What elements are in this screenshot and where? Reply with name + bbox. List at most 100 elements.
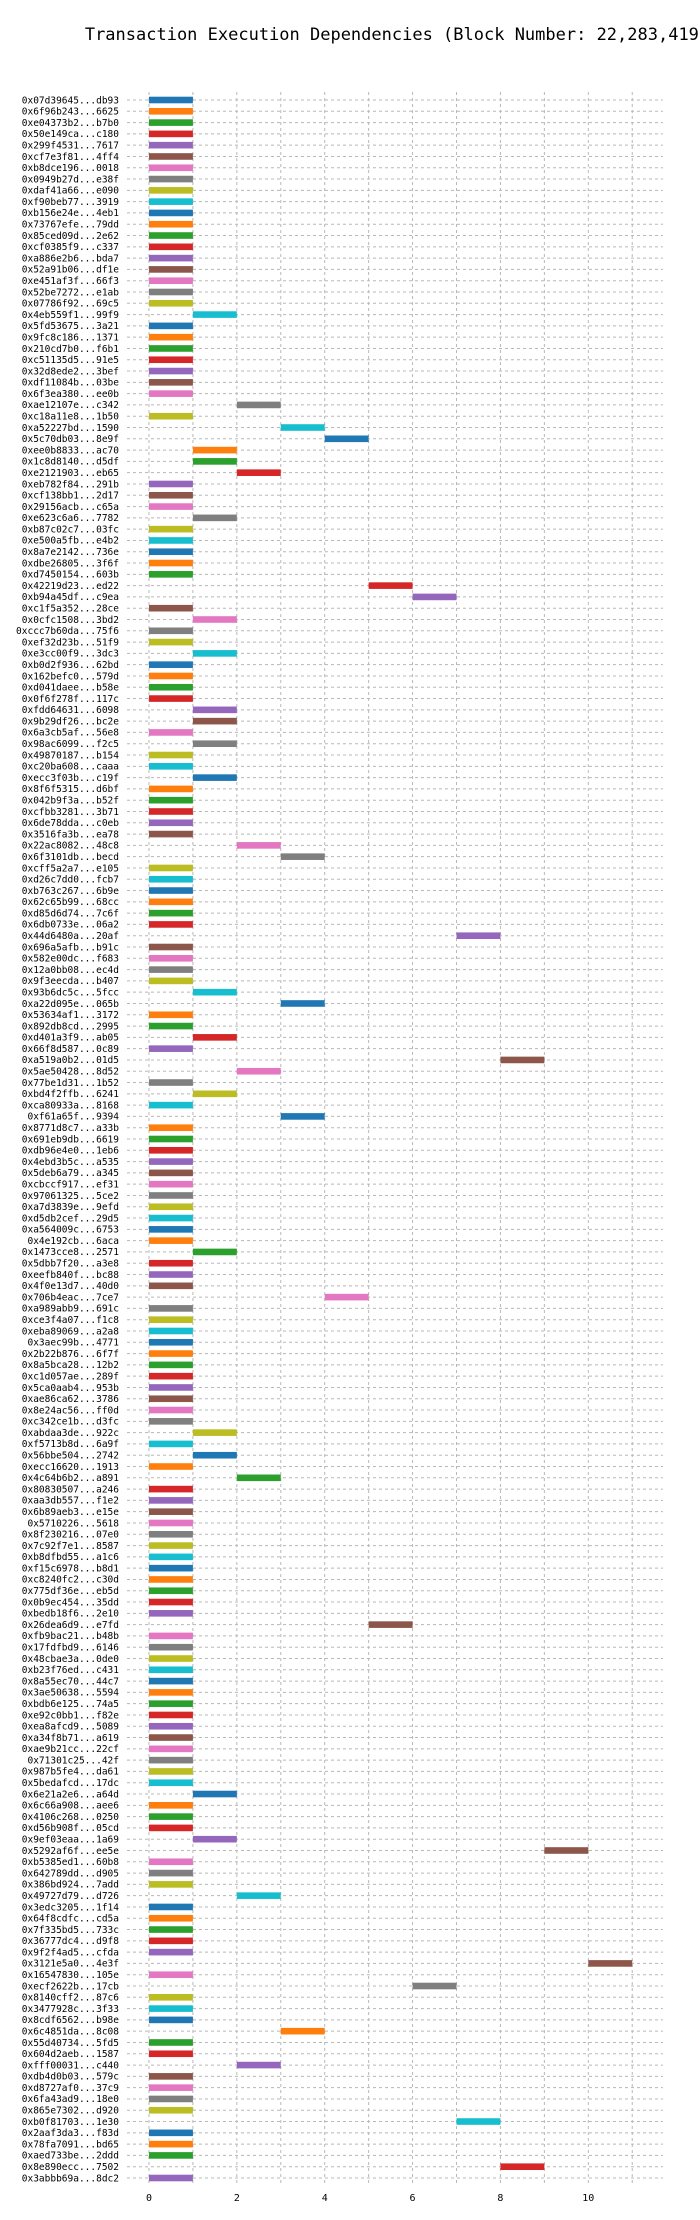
transaction-bar [148,2084,193,2091]
transaction-bar [148,909,193,917]
y-tick-label: 0xd041daee...b58e [22,683,120,694]
y-tick-label: 0x85ced09d...2e62 [22,231,119,242]
chart-title: Transaction Execution Dependencies (Bloc… [85,25,700,45]
y-tick-label: 0xa886e2b6...bda7 [22,253,119,264]
transaction-bar [192,650,237,657]
y-tick-label: 0x0cfc1508...3bd2 [22,615,119,626]
y-tick-label: 0x80830507...a246 [22,1484,120,1495]
transaction-bar [148,1226,193,1233]
y-tick-labels: 0x07d39645...db930x6f96b243...66250xe043… [16,95,119,2184]
y-tick-label: 0xb8dfbd55...a1c6 [22,1552,120,1563]
y-tick-label: 0x3edc3205...1f14 [22,1902,120,1913]
transaction-bar [148,672,193,680]
y-tick-label: 0xf15c6978...b8d1 [22,1563,120,1574]
transaction-bar [148,1994,193,2001]
transaction-bar [148,1553,193,1561]
transaction-bar [148,1802,193,1809]
y-tick-label: 0x6f96b243...6625 [22,107,119,118]
transaction-bar [148,2129,193,2137]
transaction-bar [148,2174,193,2182]
transaction-bar [148,2039,193,2046]
x-tick-label: 8 [497,2193,503,2204]
transaction-bar [148,943,193,951]
y-tick-label: 0xb763c267...6b9e [22,886,120,897]
y-tick-label: 0x3516fa3b...ea78 [22,829,120,840]
y-tick-label: 0x77be1d31...1b52 [22,1078,119,1089]
transaction-bar [148,1722,193,1730]
y-tick-label: 0x1c8d8140...d5df [22,457,119,468]
transaction-bar [412,1982,457,1990]
transaction-bar [148,1542,193,1549]
transaction-bar [192,988,237,996]
transaction-bar [148,1519,193,1527]
y-tick-label: 0xcf0385f9...c337 [22,242,119,253]
y-tick-label: 0xcf7e3f81...4ff4 [22,152,120,163]
transaction-bar [500,1056,545,1064]
y-tick-label: 0x93b6dc5c...5fcc [22,987,119,998]
y-tick-label: 0xa22d095e...065b [22,999,120,1010]
y-tick-label: 0xc51135d5...91e5 [22,355,119,366]
transaction-bar [148,1881,193,1888]
x-tick-label: 10 [582,2193,594,2204]
transaction-bar [368,1621,413,1628]
y-tick-label: 0xcf138bb1...2d17 [22,491,119,502]
transaction-bar [148,2073,193,2080]
transaction-bar [148,96,193,104]
y-tick-label: 0x210cd7b0...f6b1 [22,344,120,355]
transaction-bar [148,1734,193,1741]
transaction-bar [148,627,193,635]
y-tick-label: 0xb156e24e...4eb1 [22,208,120,219]
transaction-bar [148,1282,193,1290]
transaction-bar [148,1689,193,1696]
y-tick-label: 0xc18a11e8...1b50 [22,412,120,423]
transaction-bar [148,1463,193,1470]
transaction-bar [236,1892,281,1899]
transaction-bar [148,1971,193,1979]
y-tick-label: 0xc1f5a352...28ce [22,604,120,615]
transaction-bar [148,1497,193,1504]
y-tick-label: 0x8a55ec70...44c7 [22,1676,119,1687]
transaction-bar [148,130,193,138]
y-tick-label: 0xdbe26805...3f6f [22,558,119,569]
y-tick-label: 0x07786f92...69c5 [22,299,119,310]
y-tick-label: 0x6f3ea380...ee0b [22,389,120,400]
y-tick-label: 0xa989abb9...691c [22,1304,119,1315]
transaction-bar [148,503,193,510]
y-tick-label: 0x5292af6f...ee5e [22,1846,120,1857]
transaction-bar [148,175,193,183]
transaction-bar [412,593,457,601]
y-tick-label: 0x44d6480a...20af [22,931,119,942]
transaction-bar [148,1418,193,1425]
y-tick-label: 0x49870187...b154 [22,750,120,761]
y-tick-label: 0xd7450154...603b [22,570,120,581]
transaction-bar [148,1745,193,1753]
y-tick-label: 0x1473cce8...2571 [22,1247,120,1258]
y-tick-label: 0xd401a3f9...ab05 [22,1033,119,1044]
y-tick-label: 0x5deb6a79...a345 [22,1168,119,1179]
y-tick-label: 0x299f4531...7617 [22,140,119,151]
transaction-bar [148,537,193,544]
y-tick-label: 0xf61a65f...9394 [27,1112,119,1123]
y-tick-label: 0x6a3cb5af...56e8 [22,728,120,739]
y-tick-label: 0x5fd53675...3a21 [22,321,120,332]
transaction-bar [148,1711,193,1719]
y-tick-label: 0xa564009c...6753 [22,1225,119,1236]
y-tick-label: 0xce3f4a07...f1c8 [22,1315,120,1326]
transaction-bar [148,1135,193,1143]
transaction-bar [148,119,193,126]
y-tick-label: 0x6db0733e...06a2 [22,920,119,931]
y-tick-label: 0xeba89069...a2a8 [22,1326,120,1337]
transaction-bar [148,1350,193,1357]
x-tick-label: 6 [410,2193,416,2204]
y-tick-label: 0xf5713b8d...6a9f [22,1439,119,1450]
y-tick-label: 0x17fdfbd9...6146 [22,1643,120,1654]
transaction-bar [148,254,193,262]
transaction-bar [148,1756,193,1764]
transaction-bar [148,638,193,646]
x-tick-labels: 0 2 4 6 8 10 [146,2193,594,2204]
transaction-bar [148,1768,193,1775]
y-tick-label: 0x8e24ac56...ff0d [22,1405,119,1416]
transaction-bar [192,1451,237,1459]
transaction-bar [148,322,193,330]
transaction-bar [324,435,369,443]
